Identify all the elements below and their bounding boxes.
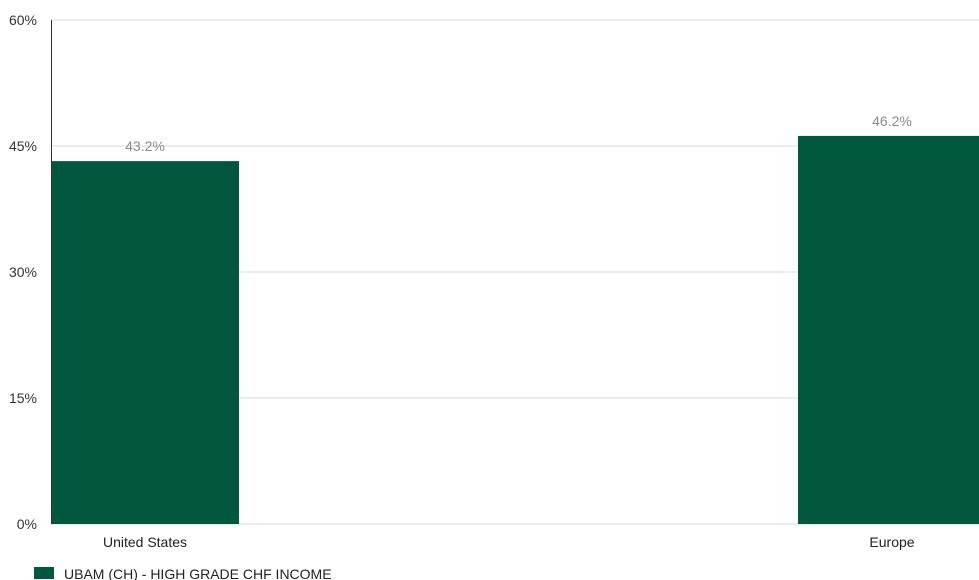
legend-label: UBAM (CH) - HIGH GRADE CHF INCOME (64, 566, 332, 580)
legend: UBAM (CH) - HIGH GRADE CHF INCOME (34, 566, 332, 580)
data-label: 46.2% (872, 113, 912, 129)
bar (51, 161, 239, 524)
y-tick-label: 0% (17, 516, 37, 532)
labels: 0% 15% 30% 45% 60% 43.2% 46.2% United States Eur… (9, 12, 915, 550)
legend-swatch (34, 567, 54, 579)
y-tick-label: 45% (9, 138, 37, 154)
data-label: 43.2% (125, 138, 165, 154)
y-tick-label: 30% (9, 264, 37, 280)
y-tick-label: 60% (9, 12, 37, 28)
x-tick-label: United States (103, 534, 187, 550)
bars (51, 135, 979, 525)
y-tick-label: 15% (9, 390, 37, 406)
x-tick-label: Europe (869, 534, 914, 550)
bar (798, 135, 979, 525)
